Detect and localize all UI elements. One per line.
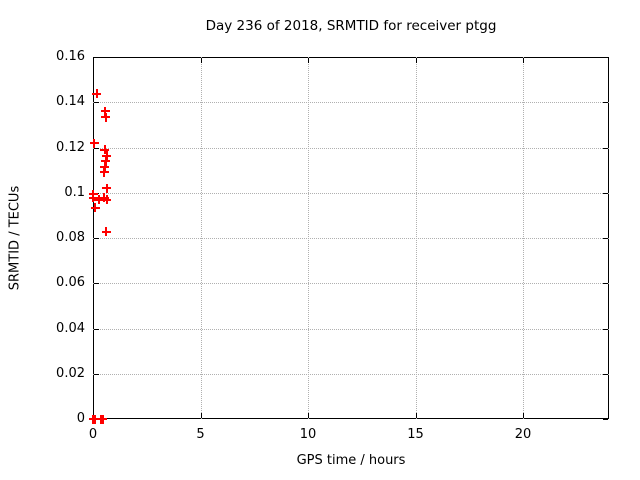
x-tick-bottom <box>200 413 202 418</box>
x-tick-label: 5 <box>196 427 205 442</box>
x-tick-label: 15 <box>407 427 424 442</box>
gridline-horizontal <box>93 283 609 285</box>
y-tick-right <box>603 147 608 149</box>
gridline-vertical <box>415 57 417 419</box>
y-tick-label: 0.16 <box>56 49 85 64</box>
data-point-marker <box>94 195 104 205</box>
y-tick-left <box>94 283 99 285</box>
y-tick-label: 0.08 <box>56 230 85 245</box>
x-tick-label: 20 <box>514 427 532 442</box>
data-point-marker <box>102 151 112 161</box>
data-point-marker <box>90 203 100 213</box>
gridline-horizontal <box>93 328 609 330</box>
y-tick-right <box>603 283 608 285</box>
chart-title: Day 236 of 2018, SRMTID for receiver ptg… <box>205 18 497 34</box>
y-tick-label: 0.1 <box>64 184 85 200</box>
gridline-horizontal <box>93 192 609 194</box>
y-tick-left <box>94 102 99 104</box>
gridline-horizontal <box>93 147 609 149</box>
data-point-marker <box>101 156 111 166</box>
data-point-marker <box>101 112 111 122</box>
data-point-marker <box>89 138 99 148</box>
y-tick-right <box>603 192 608 194</box>
y-tick-label: 0.12 <box>56 139 85 155</box>
data-point-marker <box>92 89 102 99</box>
y-tick-left <box>94 147 99 149</box>
y-tick-label: 0.04 <box>56 320 85 336</box>
x-tick-bottom <box>415 413 417 418</box>
y-tick-label: 0.14 <box>56 94 85 110</box>
data-point-marker <box>100 162 110 171</box>
data-point-marker <box>90 414 99 424</box>
x-tick-top <box>523 58 524 63</box>
data-point-marker <box>100 145 110 155</box>
y-tick-right <box>603 57 608 58</box>
gridline-horizontal <box>93 238 609 239</box>
x-tick-top <box>415 58 417 63</box>
y-tick-right <box>603 238 608 239</box>
y-tick-left <box>94 373 99 375</box>
data-point-marker <box>99 167 109 177</box>
gridline-vertical <box>200 57 202 419</box>
y-tick-left <box>94 328 99 330</box>
x-tick-bottom <box>308 413 309 418</box>
gridline-horizontal <box>93 373 609 375</box>
data-point-marker <box>88 193 98 203</box>
x-tick-label: 0 <box>88 427 98 442</box>
x-axis-title: GPS time / hours <box>296 453 406 468</box>
x-tick-bottom <box>523 413 524 418</box>
y-tick-left <box>94 238 99 239</box>
x-tick-label: 10 <box>299 427 317 442</box>
y-tick-label: 0.06 <box>56 275 85 291</box>
gridline-horizontal <box>93 102 609 104</box>
data-point-marker <box>98 414 108 424</box>
x-tick-top <box>93 58 94 63</box>
data-point-marker <box>101 227 111 237</box>
gridline-vertical <box>308 57 309 419</box>
gridline-vertical <box>523 57 524 419</box>
data-point-marker <box>102 183 112 193</box>
data-point-marker <box>102 195 112 205</box>
y-tick-right <box>603 419 608 420</box>
y-tick-left <box>94 57 99 58</box>
data-point-marker <box>99 193 109 202</box>
x-tick-top <box>200 58 202 63</box>
y-tick-right <box>603 373 608 375</box>
y-tick-right <box>603 102 608 104</box>
y-tick-label: 0 <box>76 411 85 426</box>
y-tick-label: 0.02 <box>56 365 85 381</box>
data-point-marker <box>100 106 110 116</box>
y-tick-right <box>603 328 608 330</box>
x-tick-top <box>308 58 309 63</box>
